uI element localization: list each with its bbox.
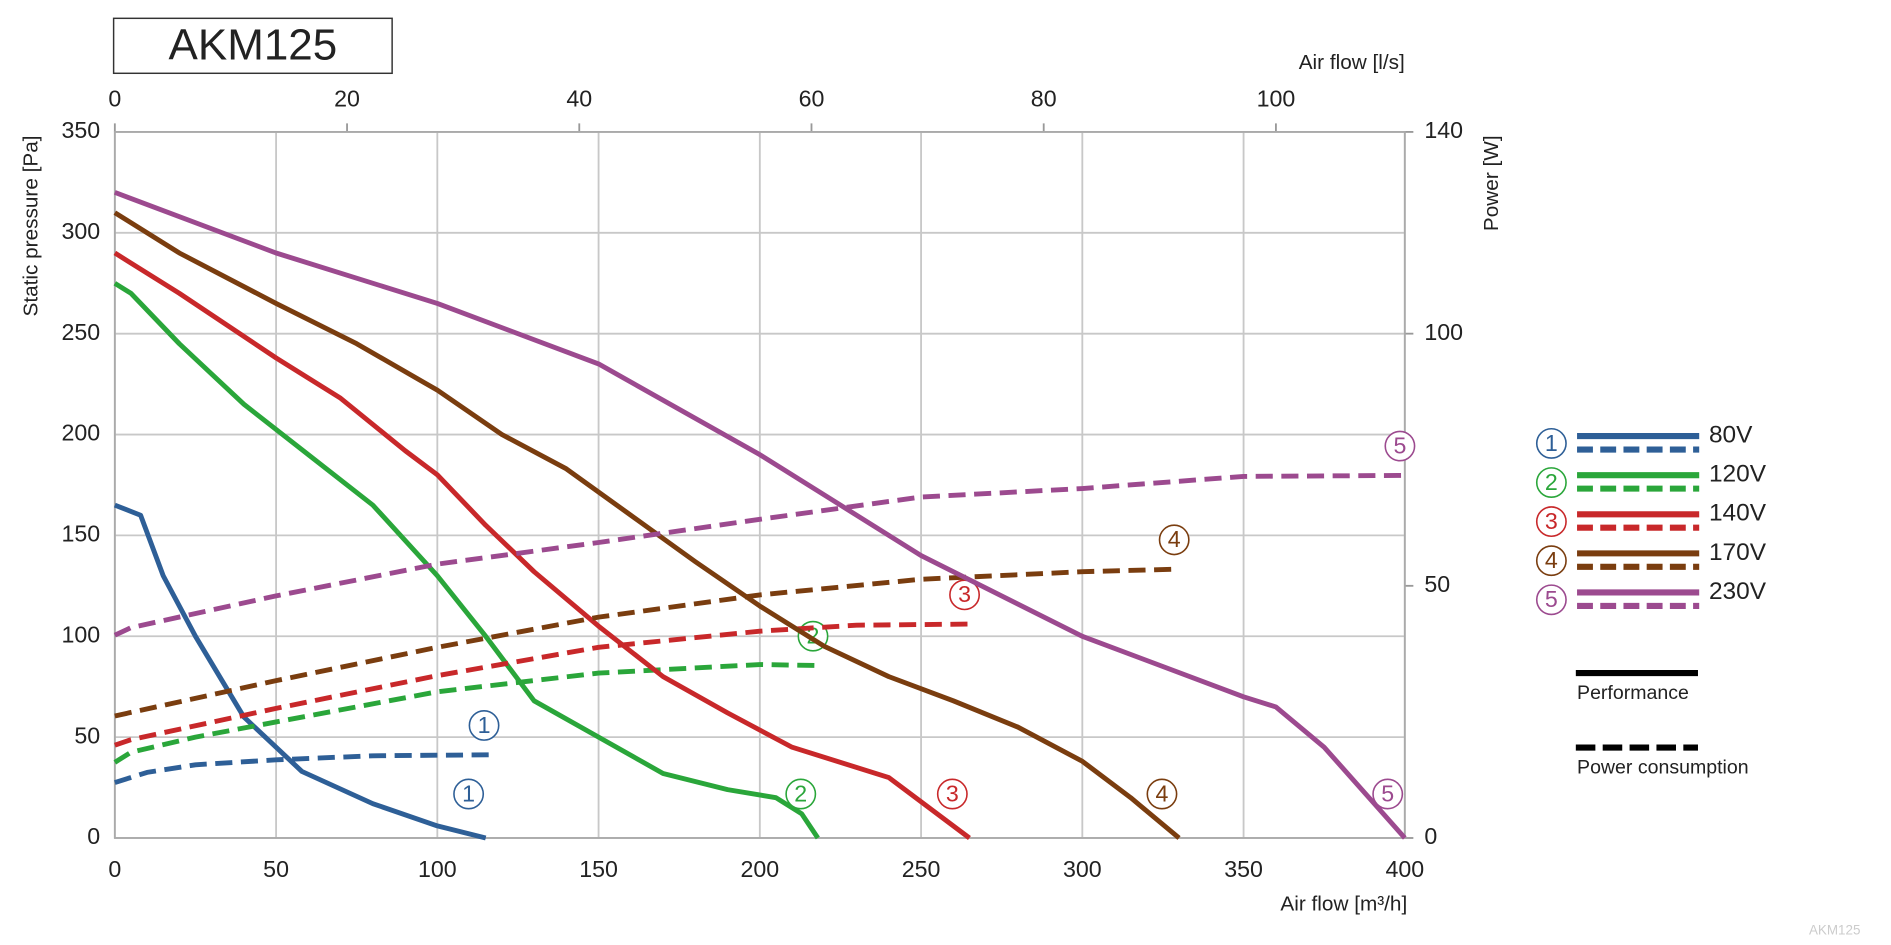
- x2-tick-label: 0: [108, 85, 121, 111]
- power-line: [114, 566, 1180, 719]
- x-tick-label: 0: [108, 856, 121, 882]
- power-line: [114, 752, 489, 785]
- power-curve-label: 5: [1393, 432, 1406, 458]
- performance-line: [113, 210, 1181, 840]
- x2-axis-label: Air flow [l/s]: [1299, 51, 1405, 74]
- legend-number-circle: [1535, 506, 1567, 538]
- y-tick-label: 350: [61, 117, 100, 143]
- y-tick-label: 150: [61, 521, 100, 547]
- legend-number: 1: [1545, 430, 1558, 456]
- performance-curve-label-circle: [785, 778, 817, 810]
- x2-tick-label: 60: [799, 85, 825, 111]
- legend-number-circle: [1535, 545, 1567, 577]
- power-curve-label-circle: [468, 710, 500, 741]
- legend-number: 4: [1545, 547, 1558, 573]
- x-tick-label: 150: [579, 856, 618, 882]
- performance-curve-label: 4: [1156, 780, 1169, 806]
- legend-number: 5: [1545, 586, 1558, 612]
- x2-tick-label: 100: [1257, 85, 1296, 111]
- power-curve-label: 4: [1168, 526, 1181, 552]
- x-tick-label: 200: [740, 856, 779, 882]
- power-curve-label: 1: [478, 712, 491, 738]
- performance-curve-label-circle: [1146, 778, 1178, 810]
- performance-curve-label: 5: [1381, 780, 1394, 806]
- y-tick-label: 200: [61, 420, 100, 446]
- legend-number-circle: [1535, 427, 1567, 459]
- legend-label: 170V: [1709, 539, 1767, 566]
- performance-line: [113, 502, 487, 841]
- y2-tick-label: 50: [1424, 571, 1450, 597]
- power-curve-label: 3: [958, 581, 971, 607]
- style-label: Power consumption: [1577, 757, 1749, 779]
- performance-curve-label-circle: [453, 778, 485, 810]
- performance-curve-label: 2: [794, 780, 807, 806]
- performance-line: [113, 281, 820, 840]
- legend-number-circle: [1535, 467, 1567, 498]
- performance-curve-label: 3: [946, 780, 959, 806]
- power-line: [113, 662, 818, 765]
- power-curve-label-circle: [1384, 430, 1416, 462]
- legend-label: 120V: [1709, 461, 1767, 488]
- y-tick-label: 100: [61, 621, 100, 647]
- legend-label: 140V: [1709, 500, 1767, 527]
- y2-axis-label: Power [W]: [1480, 135, 1503, 231]
- title-box: [112, 17, 393, 75]
- performance-curve-label-circle: [1372, 778, 1404, 810]
- x-tick-label: 50: [263, 856, 289, 882]
- x-tick-label: 350: [1224, 856, 1263, 882]
- performance-curve-label: 1: [462, 780, 475, 806]
- watermark: AKM125: [1809, 922, 1860, 937]
- y2-tick-label: 140: [1424, 117, 1463, 143]
- y2-tick-label: 100: [1424, 319, 1463, 345]
- y-tick-label: 0: [87, 823, 100, 849]
- power-curve-label-circle: [1158, 524, 1190, 556]
- plot-frame: [113, 131, 1406, 839]
- performance-line: [113, 250, 971, 840]
- legend-label: 230V: [1709, 578, 1767, 605]
- legend-number-circle: [1535, 584, 1567, 616]
- chart-title: AKM125: [169, 20, 338, 69]
- x-tick-label: 400: [1385, 856, 1424, 882]
- x-axis-label: Air flow [m³/h]: [1280, 893, 1407, 916]
- y-tick-label: 250: [61, 319, 100, 345]
- x2-tick-label: 40: [566, 85, 592, 111]
- y-tick-label: 50: [74, 722, 100, 748]
- x-tick-label: 100: [418, 856, 457, 882]
- x-tick-label: 300: [1063, 856, 1102, 882]
- y-axis-label: Static pressure [Pa]: [19, 135, 42, 316]
- y2-tick-label: 0: [1424, 823, 1437, 849]
- x2-tick-label: 20: [334, 85, 360, 111]
- power-line: [113, 472, 1405, 638]
- power-line: [114, 621, 970, 748]
- y-tick-label: 300: [61, 218, 100, 244]
- x-tick-label: 250: [902, 856, 941, 882]
- x2-tick-label: 80: [1031, 85, 1057, 111]
- legend-label: 80V: [1709, 422, 1753, 449]
- performance-line: [113, 190, 1407, 840]
- legend-number: 2: [1545, 469, 1558, 495]
- legend-number: 3: [1545, 508, 1558, 534]
- style-label: Performance: [1577, 682, 1689, 704]
- performance-curve-label-circle: [936, 778, 968, 810]
- power-curve-label-circle: [949, 579, 981, 611]
